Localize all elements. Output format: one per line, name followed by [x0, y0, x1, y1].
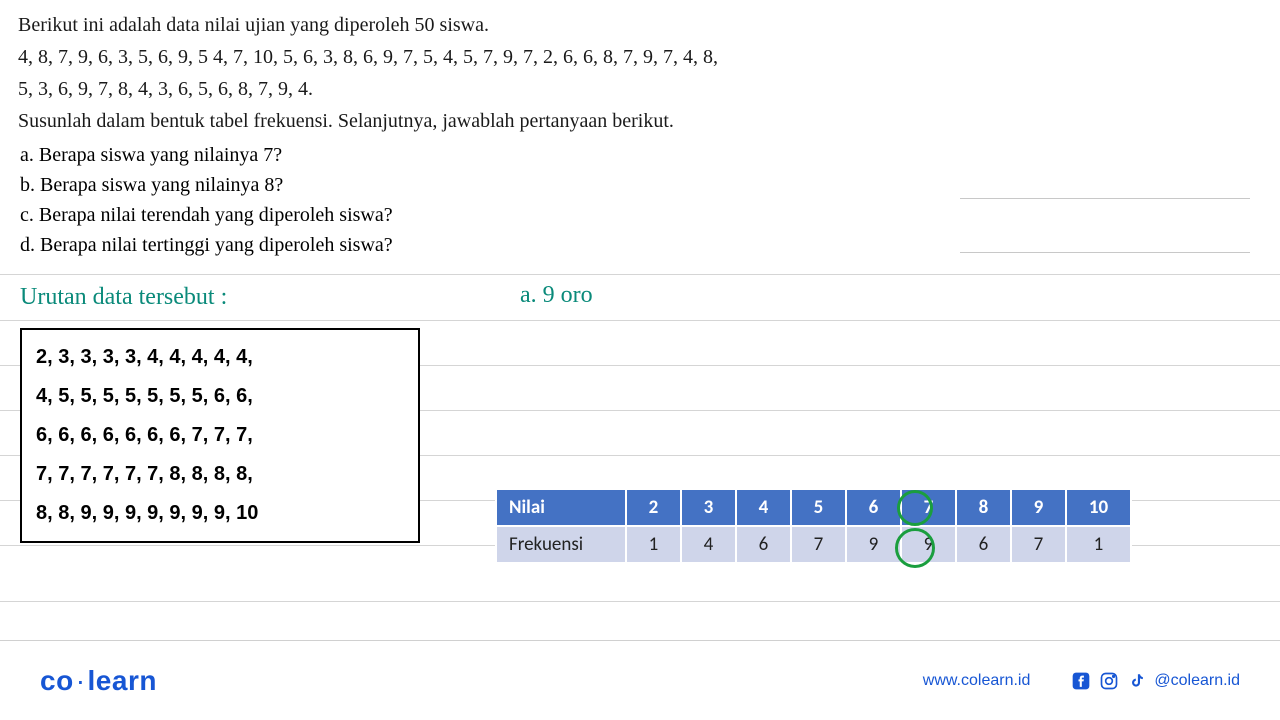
blank-underline: [960, 252, 1250, 253]
sorted-row: 6, 6, 6, 6, 6, 6, 6, 7, 7, 7,: [36, 416, 404, 455]
facebook-icon[interactable]: [1070, 670, 1092, 692]
header-cell: 2: [626, 489, 681, 526]
header-label-cell: Nilai: [496, 489, 626, 526]
data-cell: 6: [736, 526, 791, 563]
instagram-icon[interactable]: [1098, 670, 1120, 692]
header-cell: 6: [846, 489, 901, 526]
data-cell: 9: [846, 526, 901, 563]
intro-line: Berikut ini adalah data nilai ujian yang…: [18, 10, 1262, 40]
problem-block: Berikut ini adalah data nilai ujian yang…: [0, 0, 1280, 260]
data-cell: 1: [626, 526, 681, 563]
header-cell: 10: [1066, 489, 1131, 526]
rule-line: [0, 320, 1280, 321]
header-cell: 3: [681, 489, 736, 526]
tiktok-icon[interactable]: [1126, 670, 1148, 692]
brand-logo: co·learn: [40, 665, 157, 697]
header-cell: 7: [901, 489, 956, 526]
header-cell: 8: [956, 489, 1011, 526]
table-data-row: Frekuensi 1 4 6 7 9 9 6 7 1: [496, 526, 1131, 563]
rule-line: [0, 601, 1280, 602]
question-d: d. Berapa nilai tertinggi yang diperoleh…: [18, 230, 1262, 260]
table-header-row: Nilai 2 3 4 5 6 7 8 9 10: [496, 489, 1131, 526]
data-cell: 4: [681, 526, 736, 563]
header-cell: 4: [736, 489, 791, 526]
question-b: b. Berapa siswa yang nilainya 8?: [18, 170, 1262, 200]
logo-co: co: [40, 665, 74, 696]
data-cell: 6: [956, 526, 1011, 563]
instruction-line: Susunlah dalam bentuk tabel frekuensi. S…: [18, 106, 1262, 136]
header-cell: 9: [1011, 489, 1066, 526]
data-line-2: 5, 3, 6, 9, 7, 8, 4, 3, 6, 5, 6, 8, 7, 9…: [18, 74, 1262, 104]
logo-learn: learn: [88, 665, 157, 696]
data-line-1: 4, 8, 7, 9, 6, 3, 5, 6, 9, 5 4, 7, 10, 5…: [18, 42, 1262, 72]
data-cell: 7: [791, 526, 846, 563]
social-block: @colearn.id: [1070, 670, 1240, 692]
blank-underline: [960, 198, 1250, 199]
sorted-row: 7, 7, 7, 7, 7, 7, 8, 8, 8, 8,: [36, 455, 404, 494]
sorted-row: 4, 5, 5, 5, 5, 5, 5, 5, 6, 6,: [36, 377, 404, 416]
sorted-row: 8, 8, 9, 9, 9, 9, 9, 9, 9, 10: [36, 494, 404, 533]
problem-text: Berikut ini adalah data nilai ujian yang…: [18, 10, 1262, 136]
footer-bar: co·learn www.colearn.id @colearn.id: [0, 640, 1280, 720]
sorted-row: 2, 3, 3, 3, 3, 4, 4, 4, 4, 4,: [36, 338, 404, 377]
data-cell: 9: [901, 526, 956, 563]
rule-line: [0, 274, 1280, 275]
data-cell: 7: [1011, 526, 1066, 563]
website-link[interactable]: www.colearn.id: [923, 672, 1031, 690]
question-list: a. Berapa siswa yang nilainya 7? b. Bera…: [18, 140, 1262, 260]
header-cell: 5: [791, 489, 846, 526]
row-label-cell: Frekuensi: [496, 526, 626, 563]
frequency-table: Nilai 2 3 4 5 6 7 8 9 10 Frekuensi 1 4 6…: [495, 488, 1132, 564]
question-c: c. Berapa nilai terendah yang diperoleh …: [18, 200, 1262, 230]
logo-dot: ·: [76, 665, 86, 696]
sorted-data-box: 2, 3, 3, 3, 3, 4, 4, 4, 4, 4, 4, 5, 5, 5…: [20, 328, 420, 543]
question-a: a. Berapa siswa yang nilainya 7?: [18, 140, 1262, 170]
handwrite-title: Urutan data tersebut :: [20, 284, 227, 311]
data-cell: 1: [1066, 526, 1131, 563]
handwrite-answer-a: a. 9 oro: [520, 282, 593, 309]
social-handle: @colearn.id: [1154, 672, 1240, 690]
